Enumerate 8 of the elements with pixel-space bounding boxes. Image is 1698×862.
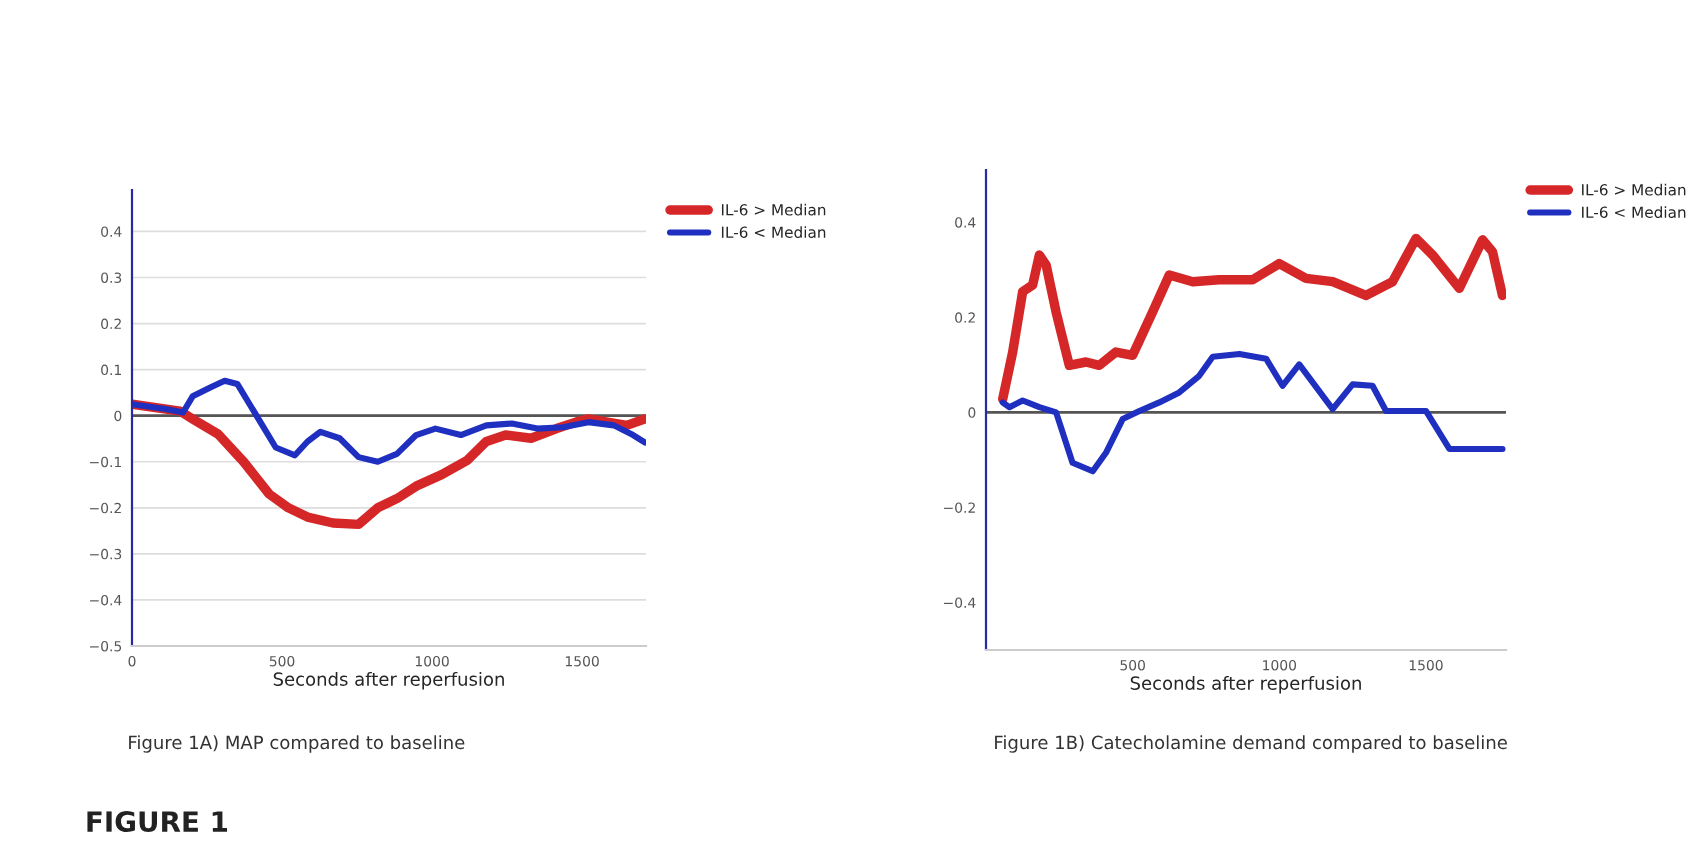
caption: Figure 1A) MAP compared to baseline [129,735,465,753]
line-series [132,377,646,465]
x-axis-title: Seconds after reperfusion [1130,675,1361,694]
caption: FIGURE 1 [87,811,228,833]
line-series [998,233,1506,404]
x-axis-title: Seconds after reperfusion [273,671,504,690]
line-series [999,350,1506,475]
caption: Figure 1B) Catecholamine demand compared to baseline [995,735,1507,753]
